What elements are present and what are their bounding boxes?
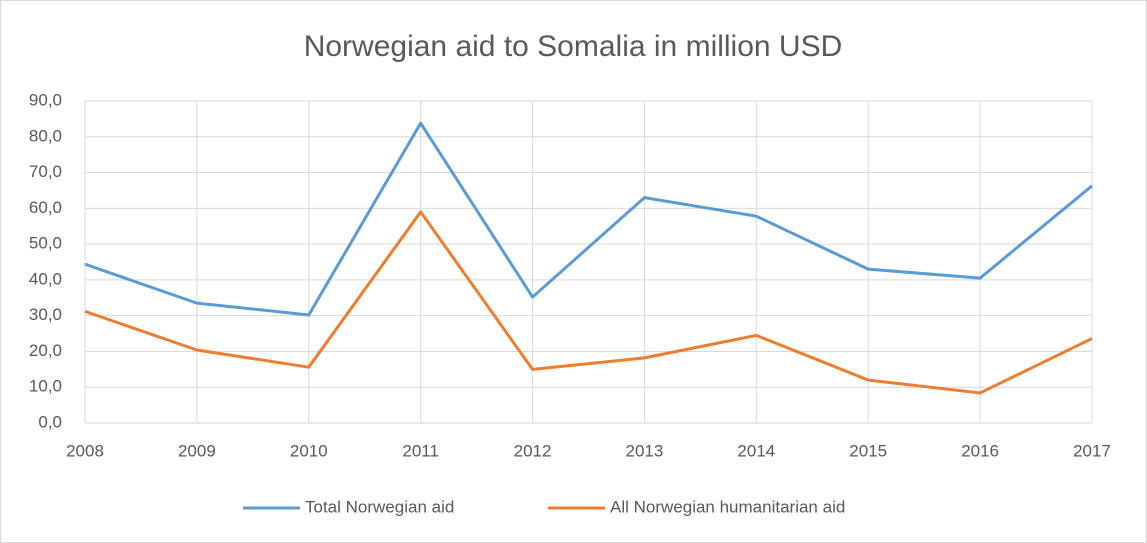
- x-tick-label: 2009: [178, 441, 216, 460]
- legend-label: All Norwegian humanitarian aid: [610, 497, 845, 516]
- y-tick-label: 20,0: [29, 341, 62, 360]
- x-tick-label: 2014: [737, 441, 775, 460]
- series-line: [84, 210, 1093, 395]
- x-tick-label: 2010: [290, 441, 328, 460]
- x-tick-label: 2013: [626, 441, 664, 460]
- x-tick-label: 2017: [1073, 441, 1111, 460]
- x-tick-label: 2011: [402, 441, 439, 460]
- x-tick-label: 2008: [66, 441, 104, 460]
- y-tick-label: 30,0: [29, 305, 62, 324]
- y-tick-label: 70,0: [29, 162, 62, 181]
- x-tick-label: 2016: [961, 441, 999, 460]
- y-tick-label: 0,0: [38, 412, 62, 431]
- y-tick-label: 40,0: [29, 269, 62, 288]
- x-tick-label: 2015: [849, 441, 887, 460]
- x-tick-label: 2012: [514, 441, 552, 460]
- y-tick-label: 90,0: [29, 90, 62, 109]
- series-line: [84, 121, 1093, 317]
- chart-title: Norwegian aid to Somalia in million USD: [304, 30, 843, 63]
- y-tick-label: 10,0: [29, 377, 62, 396]
- y-tick-label: 80,0: [29, 126, 62, 145]
- legend-label: Total Norwegian aid: [305, 497, 454, 516]
- y-tick-label: 50,0: [29, 234, 62, 253]
- y-tick-label: 60,0: [29, 198, 62, 217]
